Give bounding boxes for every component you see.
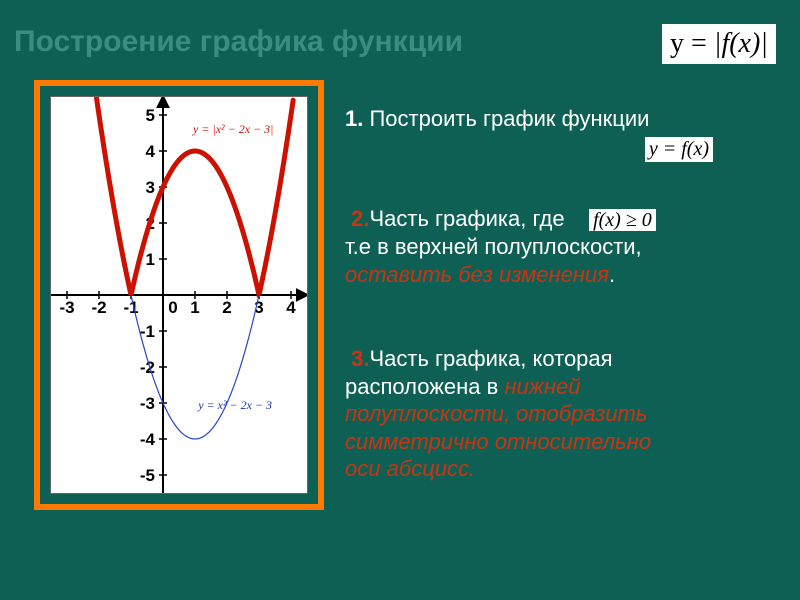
svg-text:2: 2 [222,298,231,317]
step-1-num: 1. [345,106,363,131]
chart-frame: -3-2-112340-5-4-3-2-112345y = |x² − 2x −… [34,80,324,510]
step-3-line1: Часть графика, которая [369,346,612,371]
svg-text:y = x² − 2x − 3: y = x² − 2x − 3 [197,398,272,412]
svg-text:y = |x² − 2x − 3|: y = |x² − 2x − 3| [192,122,273,136]
svg-text:1: 1 [146,250,155,269]
svg-text:-3: -3 [59,298,74,317]
chart-plot: -3-2-112340-5-4-3-2-112345y = |x² − 2x −… [50,96,308,494]
svg-text:4: 4 [146,142,156,161]
step-3-num: 3. [351,346,369,371]
step-2-cond: f(x) ≥ 0 [589,209,656,231]
step-1-line: 1. Построить график функции [345,105,785,133]
title-row: Построение графика функции y = |f(x)| [14,18,786,66]
step-3-line1-wrap: 3.Часть графика, которая [345,345,785,373]
svg-text:5: 5 [146,106,155,125]
svg-text:-3: -3 [140,394,155,413]
step-3-line4: симметрично относительно [345,428,785,456]
step-3-line5: оси абсцисс. [345,455,785,483]
step-2-text1: Часть графика, где [369,206,564,231]
step-2: 2.Часть графика, где f(x) ≥ 0 т.е в верх… [345,205,785,288]
svg-text:-2: -2 [91,298,106,317]
step-2-line3: оставить без изменения [345,262,609,287]
step-3: 3.Часть графика, которая расположена в н… [345,345,785,483]
svg-text:-4: -4 [140,430,156,449]
step-3-line3: полуплоскости, отобразить [345,400,785,428]
svg-text:-5: -5 [140,466,155,485]
chart-svg: -3-2-112340-5-4-3-2-112345y = |x² − 2x −… [51,97,307,493]
step-2-line1: 2.Часть графика, где f(x) ≥ 0 [345,205,785,233]
step-3-line2a: расположена в [345,374,504,399]
slide: Построение графика функции y = |f(x)| -3… [0,0,800,600]
step-1: 1. Построить график функции y = f(x) [345,105,785,171]
main-formula: y = |f(x)| [662,24,776,64]
step-2-dot: . [609,262,615,287]
step-3-line2b: нижней [504,374,580,399]
svg-text:-1: -1 [140,322,155,341]
svg-text:0: 0 [168,298,177,317]
step-1-formula: y = f(x) [645,137,713,162]
step-3-line2-wrap: расположена в нижней [345,373,785,401]
step-1-text: Построить график функции [369,106,649,131]
step-1-formula-row: y = f(x) [345,137,785,171]
svg-text:-1: -1 [123,298,138,317]
step-2-line2: т.е в верхней полуплоскости, [345,233,785,261]
step-2-num: 2. [351,206,369,231]
svg-text:1: 1 [190,298,199,317]
page-title: Построение графика функции [14,25,463,59]
svg-text:4: 4 [286,298,296,317]
svg-text:3: 3 [146,178,155,197]
step-2-line3-wrap: оставить без изменения. [345,261,785,289]
